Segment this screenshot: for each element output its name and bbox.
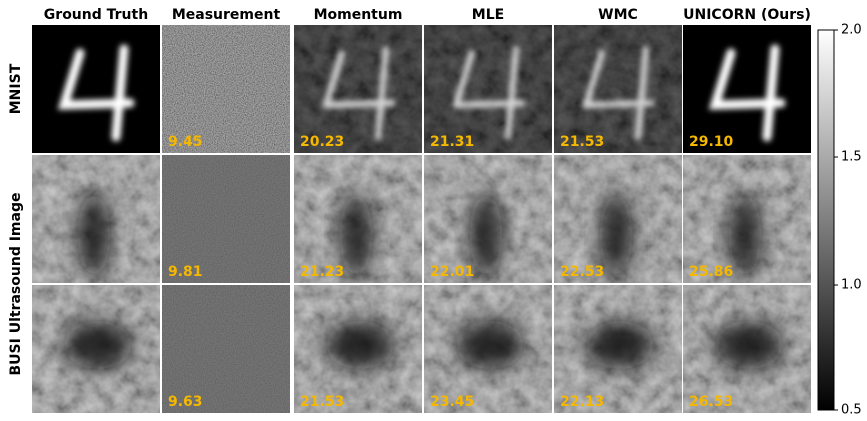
cell-content [32, 25, 160, 153]
image-cell: 21.53 [554, 25, 682, 153]
colorbar-tick-label: 1.5 [841, 150, 862, 165]
column-header: Momentum [314, 7, 403, 23]
image-cell: 21.23 [294, 155, 422, 283]
lesion [326, 321, 394, 369]
row-label: BUSI Ultrasound Image [8, 193, 24, 376]
score: 9.45 [168, 134, 203, 150]
score: 23.45 [430, 394, 474, 410]
image-cell: 9.45 [162, 25, 290, 153]
lesion [456, 321, 524, 369]
column-header: Ground Truth [44, 7, 148, 23]
column-header: UNICORN (Ours) [683, 7, 811, 23]
colorbar-tick-label: 2.0 [841, 23, 862, 38]
score: 21.53 [560, 134, 604, 150]
figure: Ground Truth Measurement Momentum MLE WMC UNI… [0, 0, 867, 421]
image-cell: 21.53 [294, 285, 422, 413]
score: 25.86 [689, 264, 733, 280]
column-header: WMC [598, 7, 638, 23]
background [32, 25, 160, 153]
score: 22.53 [560, 264, 604, 280]
score: 9.63 [168, 394, 203, 410]
image-cell [32, 25, 160, 153]
image-cell: 26.53 [683, 285, 811, 413]
lesion [340, 193, 372, 277]
column-header: MLE [472, 7, 504, 23]
colorbar-tick-label: 0.5 [841, 403, 862, 418]
image-cell: 22.53 [554, 155, 682, 283]
image-cell: 20.23 [294, 25, 422, 153]
lesion [64, 321, 132, 369]
lesion [586, 321, 654, 369]
image-cell: 23.45 [424, 285, 552, 413]
image-cell: 9.81 [162, 155, 290, 283]
score: 26.53 [689, 394, 733, 410]
score: 29.10 [689, 134, 734, 150]
image-cell: 25.86 [683, 155, 811, 283]
image-cell [32, 155, 160, 283]
score: 20.23 [300, 134, 344, 150]
column-header: Measurement [172, 7, 281, 23]
image-cell: 22.13 [554, 285, 682, 413]
cell-content [32, 285, 160, 413]
image-cell: 29.10 [683, 25, 811, 153]
score: 21.53 [300, 394, 344, 410]
image-cell: 9.63 [162, 285, 290, 413]
row-label: MNIST [8, 63, 24, 114]
score: 22.01 [430, 264, 474, 280]
score: 9.81 [168, 264, 203, 280]
colorbar-tick-label: 1.0 [841, 278, 862, 293]
cell-content [32, 155, 160, 283]
lesion [78, 193, 110, 277]
colorbar [818, 30, 834, 410]
lesion [715, 321, 783, 369]
lesion [600, 193, 632, 277]
image-cell [32, 285, 160, 413]
score: 22.13 [560, 394, 604, 410]
score: 21.31 [430, 134, 474, 150]
lesion [729, 193, 761, 277]
image-cell: 22.01 [424, 155, 552, 283]
score: 21.23 [300, 264, 344, 280]
image-cell: 21.31 [424, 25, 552, 153]
lesion [470, 193, 502, 277]
